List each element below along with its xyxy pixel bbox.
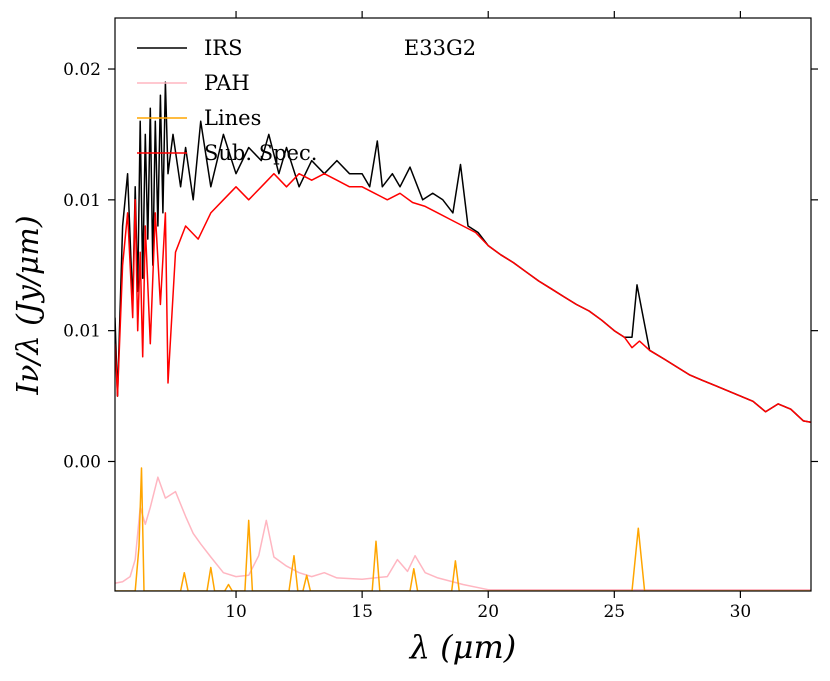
y-axis-label: Iν/λ (Jy/μm) bbox=[11, 215, 46, 395]
series-line-lines bbox=[115, 467, 811, 591]
series-line-irs bbox=[115, 81, 811, 423]
series-line-pah bbox=[115, 476, 811, 591]
legend-label: Lines bbox=[204, 106, 261, 130]
legend: IRS PAH Lines Sub. Spec. bbox=[137, 36, 317, 165]
y-tick-label: 0.00 bbox=[63, 452, 101, 472]
x-tick-label: 20 bbox=[477, 602, 499, 622]
legend-label: PAH bbox=[204, 71, 250, 95]
x-axis-label: λ (μm) bbox=[408, 628, 517, 666]
plot-frame bbox=[114, 17, 812, 592]
x-tick-label: 10 bbox=[225, 602, 247, 622]
chart-title: E33G2 bbox=[404, 36, 476, 60]
x-tick-label: 25 bbox=[603, 602, 625, 622]
y-tick-label: 0.01 bbox=[63, 191, 101, 211]
legend-label: IRS bbox=[204, 36, 243, 60]
x-tick-label: 15 bbox=[351, 602, 373, 622]
y-tick-label: 0.01 bbox=[63, 322, 101, 342]
y-tick-label: 0.02 bbox=[63, 60, 101, 80]
x-tick-label: 30 bbox=[730, 602, 752, 622]
ticks-layer: 10 15 20 25 30 0.00 0.01 0.01 0.02 bbox=[63, 11, 818, 622]
series-line-sub-spec bbox=[115, 172, 811, 423]
legend-label: Sub. Spec. bbox=[204, 141, 317, 165]
series-layer bbox=[115, 81, 811, 591]
